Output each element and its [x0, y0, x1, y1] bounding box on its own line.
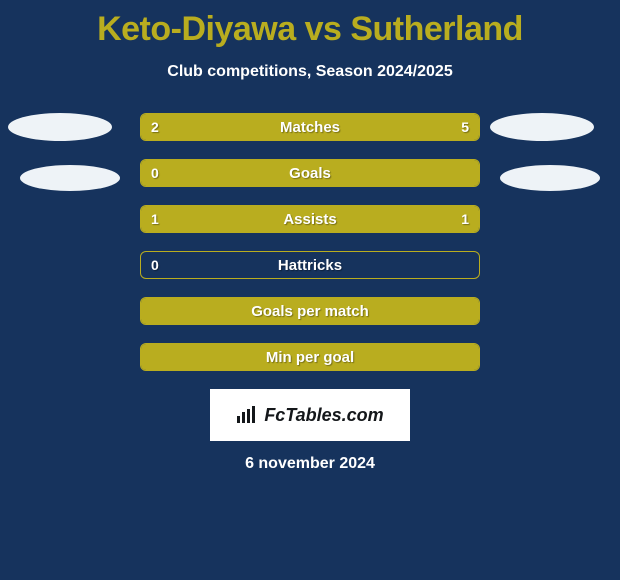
comparison-chart: 25Matches 0Goals 11Assists 0Hattricks Goals … — [0, 113, 620, 371]
date-text: 6 november 2024 — [0, 455, 620, 473]
avatar-placeholder-right-1 — [490, 113, 594, 141]
stat-label: Matches — [141, 114, 479, 140]
stat-label: Assists — [141, 206, 479, 232]
branding-badge: FcTables.com — [210, 389, 410, 441]
stat-label: Min per goal — [141, 344, 479, 370]
avatar-placeholder-right-2 — [500, 165, 600, 191]
stat-row: 11Assists — [140, 205, 480, 233]
stat-rows: 25Matches 0Goals 11Assists 0Hattricks Goals … — [140, 113, 480, 371]
subtitle: Club competitions, Season 2024/2025 — [0, 63, 620, 81]
avatar-placeholder-left-1 — [8, 113, 112, 141]
stat-row: 25Matches — [140, 113, 480, 141]
stat-label: Goals — [141, 160, 479, 186]
page-title: Keto-Diyawa vs Sutherland — [0, 0, 620, 49]
branding-text: FcTables.com — [264, 405, 383, 426]
stat-row: 0Goals — [140, 159, 480, 187]
stat-row: Min per goal — [140, 343, 480, 371]
bars-icon — [236, 406, 258, 424]
stat-label: Hattricks — [141, 252, 479, 278]
avatar-placeholder-left-2 — [20, 165, 120, 191]
stat-row: 0Hattricks — [140, 251, 480, 279]
stat-row: Goals per match — [140, 297, 480, 325]
stat-label: Goals per match — [141, 298, 479, 324]
